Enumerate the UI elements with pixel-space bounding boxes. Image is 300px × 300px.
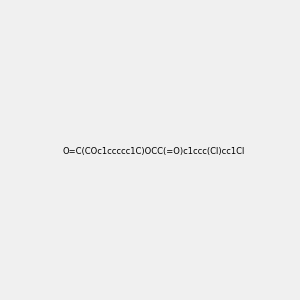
Text: O=C(COc1ccccc1C)OCC(=O)c1ccc(Cl)cc1Cl: O=C(COc1ccccc1C)OCC(=O)c1ccc(Cl)cc1Cl (63, 147, 245, 156)
